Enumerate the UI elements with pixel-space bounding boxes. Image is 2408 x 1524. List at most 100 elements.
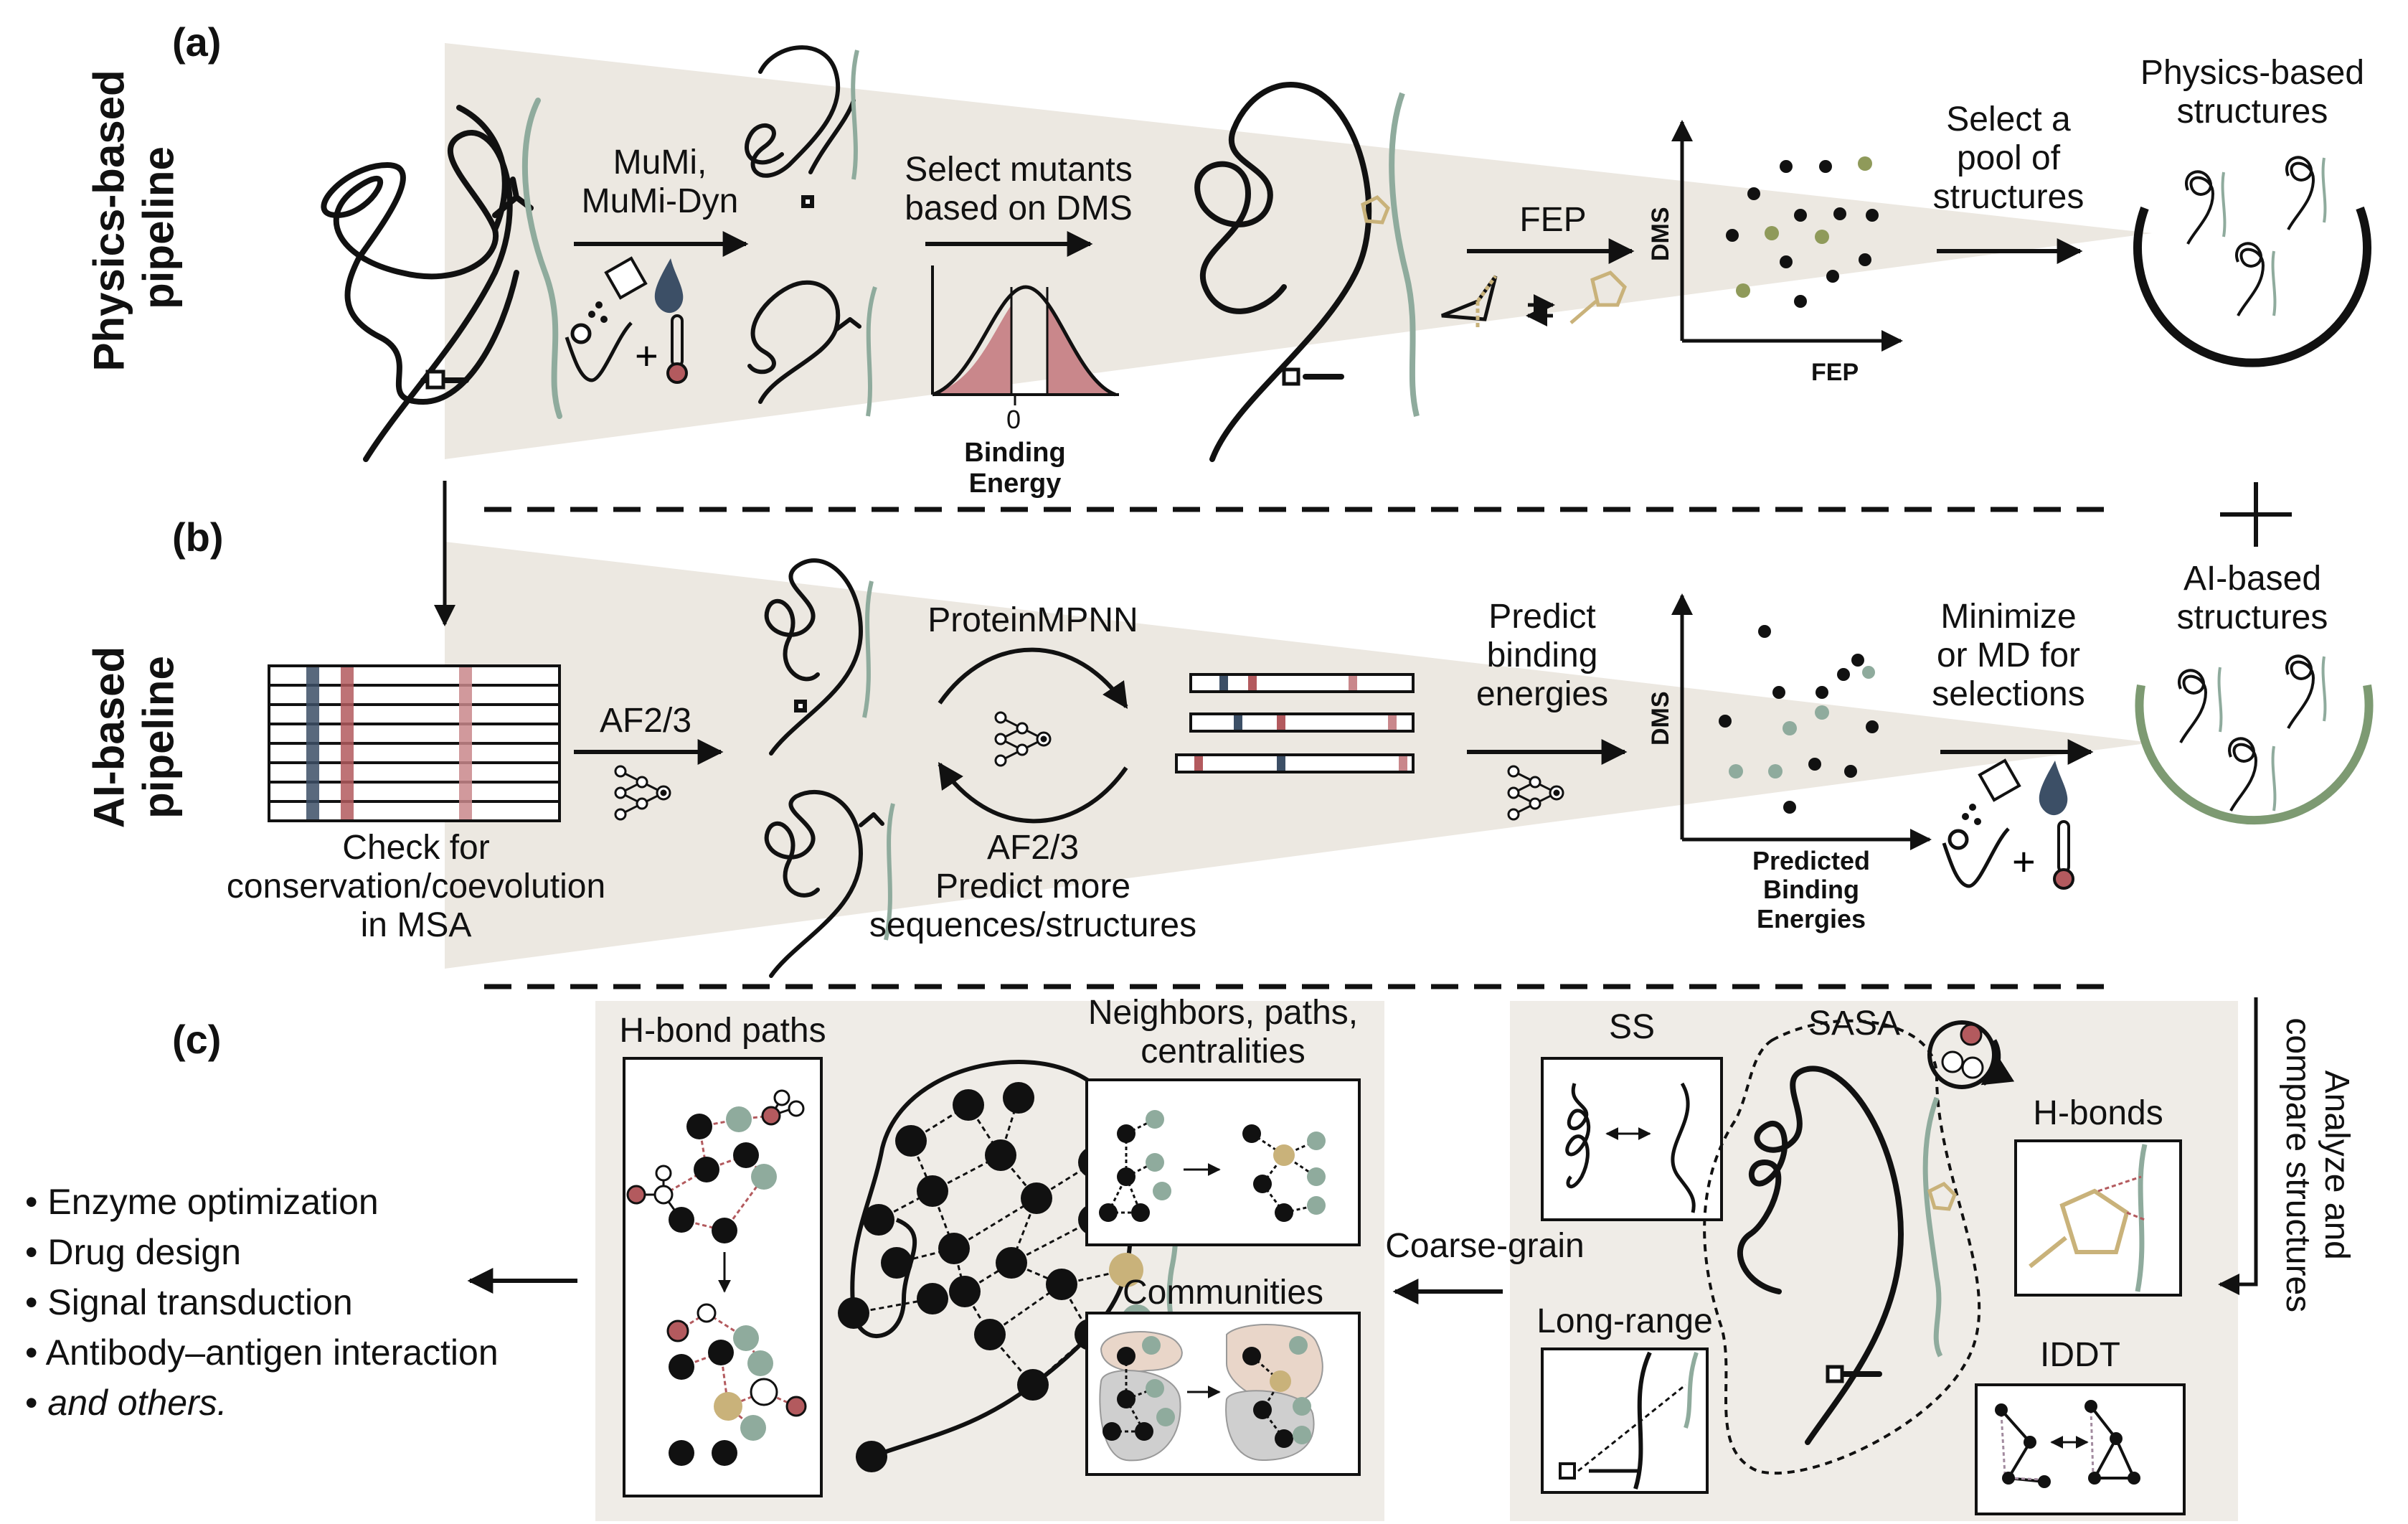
select-line1: Select mutants [905, 151, 1133, 189]
predicted-binding-label: Predicted Binding Energies [1718, 846, 1904, 933]
predict-more-line2: sequences/structures [869, 906, 1197, 944]
plus-icon [2220, 482, 2292, 547]
physics-result-line1: Physics-based [2140, 54, 2365, 92]
application-item: • and others. [25, 1383, 227, 1423]
ai-strand-2 [884, 803, 895, 941]
plus-glyph: + [635, 333, 658, 378]
central-ring-icon [1927, 1181, 1957, 1211]
af23-loop-label: AF2/3 Predict more sequences/structures [818, 829, 1248, 944]
water-drop-icon [654, 258, 684, 314]
central-strand [1922, 1096, 1943, 1358]
ai-result-line1: AI-based [2183, 560, 2322, 598]
ss-box [1541, 1057, 1723, 1221]
neural-net-icon-1 [614, 765, 671, 821]
fep-transform-icon [1441, 271, 1627, 330]
energy-well-icon [565, 321, 633, 382]
af23-bottom-arrow [938, 762, 1128, 824]
application-item: • Drug design [25, 1232, 242, 1272]
panel-c-label: (c) [172, 1017, 222, 1062]
coarse-grain-label: Coarse-grain [1385, 1227, 1585, 1265]
physics-label-line2: pipeline [134, 146, 183, 309]
predict-line2: binding [1486, 636, 1598, 674]
neighbors-line1: Neighbors, paths, [1087, 994, 1359, 1032]
protein-large-a [321, 105, 534, 462]
panel-b-label: (b) [172, 514, 224, 560]
af-loop-line: AF2/3 [986, 829, 1080, 867]
longrange-icon [1559, 1351, 1699, 1490]
fep-arrow-label: FEP [1519, 201, 1587, 239]
dms-fep-points [1726, 156, 1879, 308]
ai-protein-2 [764, 789, 884, 978]
ai-protein-1 [764, 558, 864, 756]
ai-structures-label: AI-based structures [2109, 560, 2396, 637]
fep-axis-label: FEP [1811, 359, 1859, 386]
water-drop-icon-b [2039, 761, 2068, 816]
zero-tick-label: 0 [1006, 405, 1021, 434]
min-line2: or MD for [1936, 636, 2080, 674]
proteinmpnn-top-arrow [938, 647, 1128, 709]
mutant-strand-1 [851, 50, 859, 180]
min-line1: Minimize [1940, 598, 2077, 636]
central-protein [1737, 1066, 1904, 1445]
ligand-strand-selected [1389, 92, 1420, 417]
iddt-box [1975, 1383, 2186, 1515]
ai-structures-bowl [2135, 684, 2374, 825]
application-item: • Enzyme optimization [25, 1182, 379, 1222]
af23-arrow-label: AF2/3 [599, 702, 692, 740]
select-pool-label: Select a pool of structures [1901, 100, 2116, 216]
binding-line2: Energy [968, 468, 1062, 499]
ss-label: SS [1608, 1008, 1656, 1046]
ligand-strand-a [521, 98, 562, 419]
predict-more-line1: Predict more [935, 867, 1131, 906]
check-line1: Check for [342, 829, 490, 867]
neural-net-icon-2 [994, 711, 1052, 767]
ai-result-line2: structures [2176, 598, 2328, 636]
hbond-paths-network-top [626, 1089, 805, 1243]
binding-line1: Binding [964, 438, 1066, 468]
neighbors-icon [1099, 1110, 1326, 1222]
ai-bowl-proteins [2178, 654, 2315, 812]
application-item: • Signal transduction [25, 1282, 353, 1322]
analyze-line1: Analyze and [2317, 1070, 2356, 1260]
check-line3: in MSA [360, 906, 472, 944]
predict-binding-label: Predict binding energies [1435, 598, 1650, 713]
application-item: • Antibody–antigen interaction [25, 1332, 499, 1373]
analyze-line2: compare structures [2279, 1017, 2317, 1313]
salt-shaker-icon [588, 256, 648, 323]
binding-energy-label: Binding Energy [936, 438, 1094, 499]
energy-well-icon-b [1942, 827, 2010, 888]
hbond-paths-label: H-bond paths [619, 1012, 826, 1050]
pool-line1: Select a [1946, 100, 2071, 138]
neural-net-icon-3 [1507, 765, 1564, 821]
hbonds-label: H-bonds [2033, 1094, 2163, 1132]
predict-line1: Predict [1488, 598, 1596, 636]
pbe-line3: Energies [1756, 903, 1866, 933]
ai-label-line1: AI-based [85, 646, 133, 829]
panel-a-label: (a) [172, 19, 222, 65]
check-msa-label: Check for conservation/coevolution in MS… [165, 829, 667, 944]
dms-axis-label-b: DMS [1646, 691, 1674, 746]
hbond-paths-box [623, 1057, 823, 1497]
ai-strand-1 [862, 580, 874, 718]
ss-helix-to-coil-icon [1565, 1082, 1696, 1213]
selected-protein [1194, 82, 1372, 462]
dms-fep-axes [1671, 120, 1903, 352]
hbonds-icon [2029, 1144, 2148, 1292]
mumi-label: MuMi, MuMi-Dyn [552, 144, 768, 221]
binding-energy-distribution [931, 265, 1119, 405]
thermometer-icon [666, 314, 688, 384]
mumi-line2: MuMi-Dyn [581, 182, 739, 220]
physics-label-line1: Physics-based [85, 70, 133, 372]
physics-pipeline-label: Physics-based pipeline [85, 70, 189, 372]
sasa-probe-icon [1927, 1020, 2015, 1089]
analyze-bracket-arrow [2218, 997, 2258, 1295]
minimize-label: Minimize or MD for selections [1901, 598, 2116, 713]
hbonds-box [2014, 1139, 2182, 1297]
mutant-protein-1 [745, 45, 856, 208]
designed-sequences [1175, 673, 1415, 773]
mutant-ring-icon [1361, 194, 1390, 225]
mutant-protein-2 [747, 280, 861, 404]
physics-result-line2: structures [2176, 92, 2328, 131]
predict-line3: energies [1476, 674, 1609, 713]
